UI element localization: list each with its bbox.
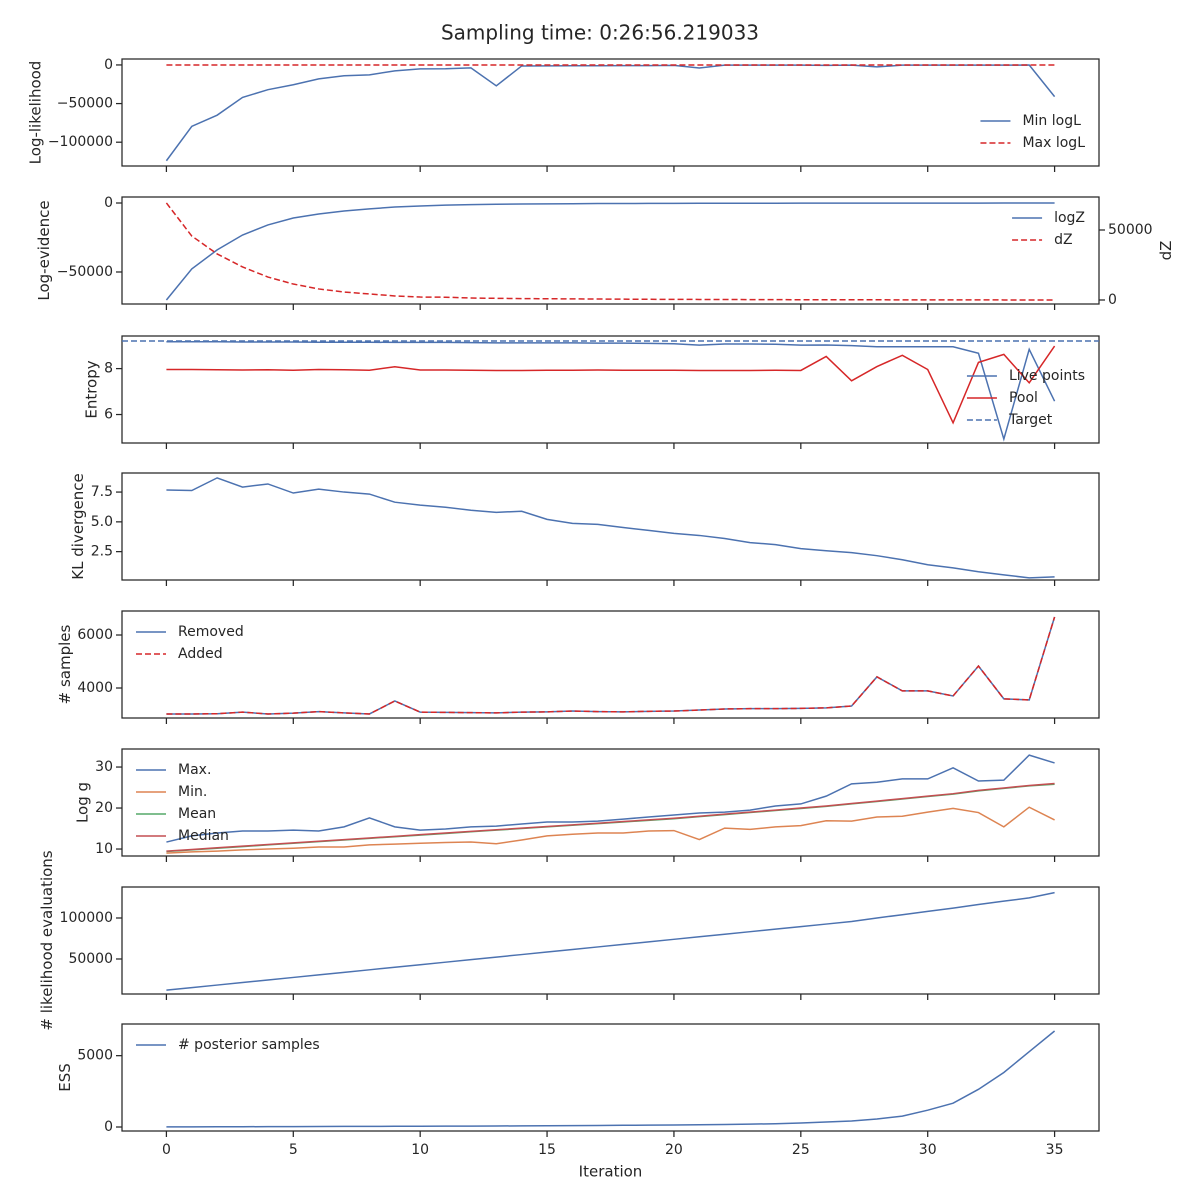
y-axis-label: Log-likelihood	[26, 61, 44, 165]
y-tick-label: 0	[104, 57, 113, 73]
y-axis-label: KL divergence	[69, 473, 87, 579]
series-line	[166, 345, 1056, 425]
plot-area	[165, 202, 1055, 301]
x-tick-label: 30	[919, 1142, 937, 1158]
y-axis-label: Log-evidence	[35, 200, 53, 300]
legend: Removed Added	[136, 624, 244, 662]
x-tick-label: 5	[289, 1142, 298, 1158]
legend-label: Mean	[178, 806, 216, 822]
y-axis-label: Entropy	[83, 360, 101, 418]
y2-axis-label: dZ	[1157, 241, 1175, 261]
series-line	[166, 340, 1056, 442]
y-tick-label: 0	[104, 195, 113, 211]
legend: Min logL Max logL	[980, 113, 1085, 151]
legend-label: Target	[1008, 412, 1053, 428]
series-line	[165, 202, 1055, 301]
y-tick-label: −100000	[48, 134, 113, 150]
plot-area	[165, 64, 1056, 162]
x-tick-label: 25	[792, 1142, 810, 1158]
series-line	[166, 477, 1055, 579]
legend-label: Added	[178, 646, 223, 662]
y2-tick-label: 0	[1108, 292, 1117, 308]
y2-tick-label: 50000	[1108, 222, 1153, 238]
y-tick-label: 10	[95, 841, 113, 857]
legend-label: # posterior samples	[178, 1037, 320, 1053]
series-line	[165, 202, 1055, 301]
legend-label: Max.	[178, 762, 211, 778]
axes-frame	[121, 886, 1100, 995]
y-tick-label: 50000	[68, 951, 113, 967]
legend: logZ dZ	[1012, 210, 1085, 248]
axes-frame	[121, 472, 1100, 581]
axes-frame	[121, 610, 1100, 719]
y-axis-label: # samples	[56, 624, 74, 704]
legend: # posterior samples	[136, 1037, 320, 1053]
legend-label: Max logL	[1022, 135, 1085, 151]
series-line	[166, 782, 1055, 852]
x-tick-label: 35	[1046, 1142, 1064, 1158]
legend-label: Removed	[178, 624, 244, 640]
y-axis-label: # likelihood evaluations	[38, 850, 56, 1030]
series-line	[166, 616, 1056, 715]
legend-label: Median	[178, 828, 229, 844]
y-tick-label: 8	[104, 361, 113, 377]
y-tick-label: −50000	[57, 264, 113, 280]
legend: Live points Pool Target	[966, 368, 1085, 428]
y-tick-label: 6000	[77, 627, 113, 643]
y-tick-label: 20	[95, 800, 113, 816]
axes-frame	[121, 335, 1100, 444]
axes-frame	[121, 748, 1100, 857]
y-tick-label: 2.5	[91, 544, 113, 560]
axes-frame	[121, 196, 1100, 305]
plot-area	[122, 340, 1099, 442]
y-tick-label: 6	[104, 407, 113, 423]
legend-label: Live points	[1009, 368, 1085, 384]
y-tick-label: 4000	[77, 680, 113, 696]
plot-area	[166, 616, 1056, 715]
axes-frame	[121, 58, 1100, 167]
series-line	[166, 754, 1055, 843]
legend-label: Min logL	[1022, 113, 1081, 129]
legend-label: Pool	[1009, 390, 1038, 406]
legend-label: logZ	[1054, 210, 1085, 226]
y-tick-label: −50000	[57, 96, 113, 112]
figure-title: Sampling time: 0:26:56.219033	[441, 21, 759, 45]
y-tick-label: 5000	[77, 1048, 113, 1064]
plot-area	[166, 754, 1055, 854]
plot-area	[166, 891, 1055, 991]
legend: Max. Min. Mean Median	[136, 762, 229, 844]
axes-frame	[121, 1023, 1100, 1132]
x-tick-label: 10	[411, 1142, 429, 1158]
legend-label: Min.	[178, 784, 207, 800]
y-tick-label: 5.0	[91, 514, 113, 530]
legend-label: dZ	[1054, 232, 1072, 248]
y-tick-label: 100000	[60, 910, 113, 926]
series-line	[166, 891, 1055, 991]
y-axis-label: Log g	[74, 782, 92, 823]
y-tick-label: 7.5	[91, 484, 113, 500]
x-axis-label: Iteration	[579, 1163, 643, 1181]
plot-area	[166, 1030, 1056, 1128]
plot-area	[166, 477, 1055, 579]
x-tick-label: 0	[162, 1142, 171, 1158]
x-tick-label: 15	[538, 1142, 556, 1158]
series-line	[166, 806, 1055, 854]
series-line	[166, 1030, 1056, 1128]
y-tick-label: 30	[95, 759, 113, 775]
x-tick-label: 20	[665, 1142, 683, 1158]
y-axis-label: ESS	[56, 1063, 74, 1092]
y-tick-label: 0	[104, 1119, 113, 1135]
